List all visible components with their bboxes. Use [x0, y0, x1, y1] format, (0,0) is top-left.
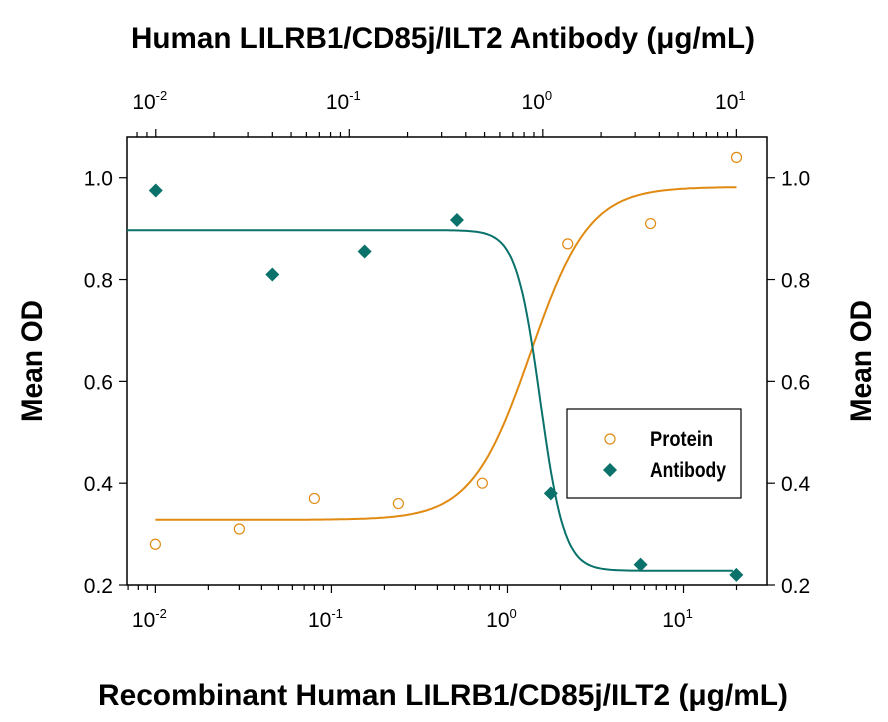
protein-data-point	[644, 217, 657, 230]
x-bottom-tick-label: 101	[662, 606, 693, 632]
x-top-tick-label: 10-1	[326, 88, 361, 114]
protein-fit-curve	[155, 186, 737, 521]
y-axis-title-left: Mean OD	[16, 300, 49, 422]
y-right-tick-label: 0.4	[781, 473, 811, 496]
x-top-tick-label: 100	[522, 88, 553, 114]
plot-frame	[126, 136, 768, 586]
x-bottom-tick-label: 10-1	[308, 606, 343, 632]
legend-protein-marker	[604, 433, 616, 445]
antibody-data-point	[148, 183, 163, 198]
legend: Protein Antibody	[566, 408, 742, 499]
protein-data-point	[392, 497, 404, 510]
y-axis-title-right: Mean OD	[845, 300, 878, 422]
y-left-tick-label: 0.8	[84, 270, 113, 293]
antibody-data-point	[543, 486, 558, 501]
antibody-data-point	[449, 212, 464, 227]
top-axis-title: Human LILRB1/CD85j/ILT2 Antibody (μg/mL)	[131, 22, 755, 55]
legend-box	[566, 408, 742, 499]
y-left-tick-label: 0.2	[84, 575, 113, 598]
legend-antibody-marker	[603, 463, 617, 477]
protein-data-point	[149, 538, 161, 550]
y-right-tick-label: 0.6	[781, 371, 810, 394]
protein-data-point	[308, 492, 320, 505]
antibody-data-point	[265, 267, 280, 282]
antibody-data-point	[729, 567, 744, 582]
x-top-tick-label: 10-2	[132, 88, 167, 114]
protein-data-point	[233, 523, 245, 535]
y-right-tick-label: 1.0	[781, 168, 810, 191]
x-bottom-tick-label: 10-2	[132, 606, 167, 632]
y-right-tick-label: 0.2	[781, 575, 810, 598]
x-bottom-tick-label: 100	[486, 606, 517, 632]
y-left-tick-label: 0.4	[84, 473, 114, 496]
y-right-tick-label: 0.8	[781, 270, 810, 293]
legend-antibody-label: Antibody	[650, 459, 726, 482]
antibody-data-point	[633, 557, 648, 572]
antibody-data-point	[357, 244, 372, 259]
y-left-tick-label: 0.6	[84, 371, 113, 394]
protein-data-point	[476, 477, 488, 489]
legend-protein-label: Protein	[650, 428, 713, 451]
protein-data-point	[730, 151, 743, 163]
x-axis-title: Recombinant Human LILRB1/CD85j/ILT2 (μg/…	[98, 679, 788, 712]
antibody-fit-curve	[127, 229, 733, 572]
protein-data-point	[562, 238, 574, 250]
y-left-tick-label: 1.0	[84, 168, 113, 191]
x-top-tick-label: 101	[715, 88, 746, 114]
